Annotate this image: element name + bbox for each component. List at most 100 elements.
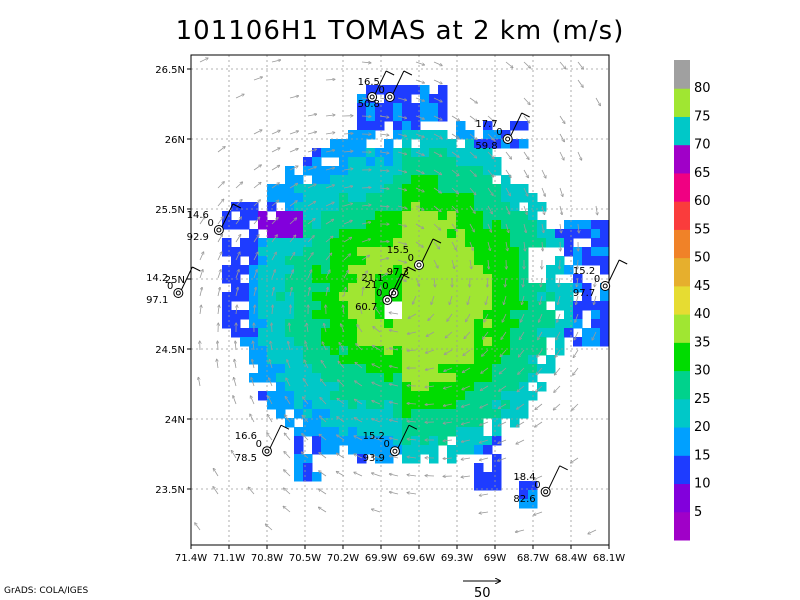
field-cell (276, 292, 286, 302)
wind-vector (520, 313, 525, 322)
field-cell (438, 364, 448, 374)
wind-vector (443, 458, 453, 459)
field-cell (384, 256, 394, 266)
field-cell (600, 220, 609, 230)
field-cell (321, 436, 331, 446)
wind-vector (200, 305, 201, 315)
field-cell (312, 364, 322, 374)
field-cell (267, 364, 277, 374)
wind-vector (504, 295, 507, 305)
field-cell (393, 229, 403, 239)
field-cell (384, 283, 394, 293)
field-cell (474, 445, 484, 455)
field-cell (564, 292, 574, 302)
field-cell (537, 283, 547, 293)
field-cell (420, 130, 430, 140)
field-cell (348, 148, 358, 158)
field-cell (492, 418, 502, 428)
wind-vector (217, 147, 225, 153)
field-cell (348, 130, 358, 140)
field-cell (240, 211, 250, 221)
field-cell (384, 229, 394, 239)
wind-vector (374, 307, 381, 315)
field-cell (249, 310, 259, 320)
field-cell (573, 229, 583, 239)
wind-vector (433, 79, 442, 84)
credit-text: GrADS: COLA/IGES (4, 586, 89, 596)
field-cell (501, 337, 511, 347)
field-cell (258, 337, 268, 347)
colorbar-label: 15 (694, 448, 711, 463)
station-label: 0 (594, 274, 600, 285)
field-cell (411, 184, 421, 194)
field-cell (276, 409, 286, 419)
field-cell (312, 193, 322, 203)
wind-barb (397, 424, 410, 449)
field-cell (339, 436, 349, 446)
wind-vector (307, 184, 316, 189)
field-cell (492, 292, 502, 302)
wind-vector (573, 367, 579, 375)
wind-vector (415, 61, 424, 65)
wind-vector (443, 422, 453, 423)
wind-vector (523, 61, 531, 68)
wind-vector (485, 295, 489, 305)
field-cell (321, 382, 331, 392)
field-cell (330, 274, 340, 284)
wind-vector (248, 487, 255, 495)
field-cell (465, 193, 475, 203)
field-cell (384, 454, 394, 464)
field-cell (339, 265, 349, 275)
field-cell (294, 301, 304, 311)
wind-vector (461, 476, 471, 477)
field-cell (483, 436, 493, 446)
field-cell (384, 193, 394, 203)
wind-vector (541, 169, 546, 178)
field-cell (321, 445, 331, 455)
field-cell (303, 454, 313, 464)
field-cell (357, 427, 367, 437)
field-cell (285, 346, 295, 356)
field-cell (375, 292, 385, 302)
field-cell (492, 130, 502, 140)
wind-vector (235, 341, 236, 351)
field-cell (447, 301, 457, 311)
field-cell (321, 202, 331, 212)
field-cell (492, 256, 502, 266)
wind-vector (337, 398, 345, 405)
field-cell (330, 256, 340, 266)
wind-vector (541, 187, 545, 196)
wind-vector (199, 58, 208, 63)
wind-vector (356, 344, 363, 351)
wind-vector (523, 277, 524, 287)
field-cell (366, 274, 376, 284)
field-cell (483, 220, 493, 230)
wind-vector (361, 222, 371, 225)
wind-vector (361, 205, 371, 206)
field-cell (492, 409, 502, 419)
field-cell (294, 274, 304, 284)
field-cell (465, 220, 475, 230)
field-cell (267, 400, 277, 410)
field-cell (510, 238, 520, 248)
field-cell (555, 265, 565, 275)
wind-vector (380, 287, 381, 297)
field-cell (357, 130, 367, 140)
field-cell (231, 202, 241, 212)
field-cell (420, 184, 430, 194)
wind-vector (415, 79, 424, 83)
field-cell (465, 247, 475, 257)
field-cell (321, 391, 331, 401)
field-cell (366, 175, 376, 185)
field-cell (384, 337, 394, 347)
field-cell (312, 319, 322, 329)
field-cell (474, 220, 484, 230)
field-cell (339, 310, 349, 320)
station-marker (382, 295, 393, 305)
field-cell (285, 238, 295, 248)
field-cell (294, 175, 304, 185)
wind-vector (425, 386, 435, 387)
field-cell (600, 328, 609, 338)
station-label: 97.3 (387, 267, 409, 278)
